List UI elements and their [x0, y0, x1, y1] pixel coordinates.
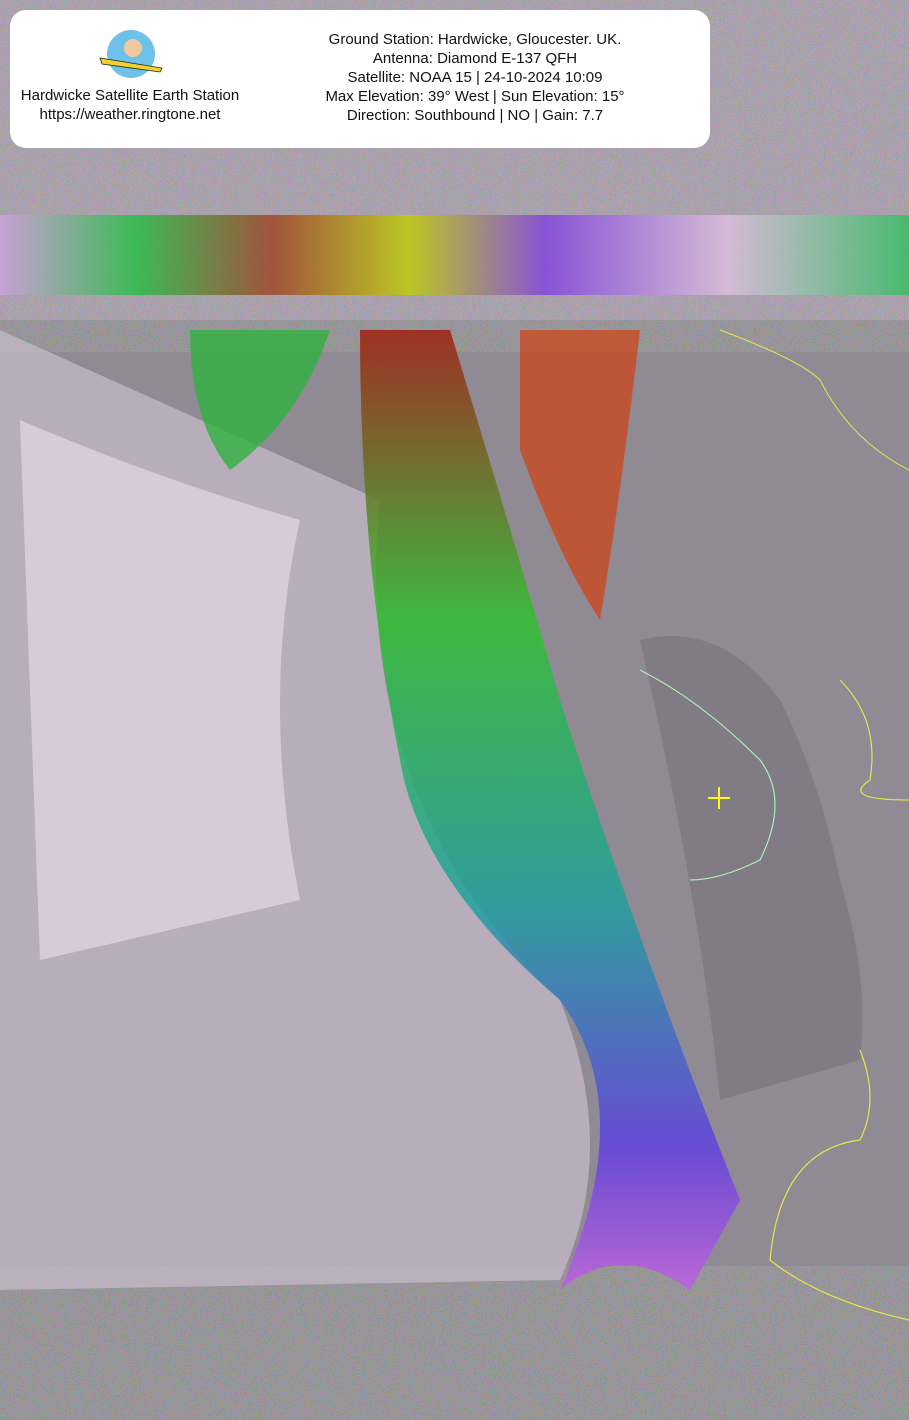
pass-details: Ground Station: Hardwicke, Gloucester. U…: [300, 30, 650, 125]
plane-pilot-logo: [99, 30, 163, 78]
noise-band-bottom: [0, 1280, 909, 1420]
antenna-line: Antenna: Diamond E-137 QFH: [372, 50, 578, 67]
colour-band: [0, 215, 909, 295]
country-border: [769, 679, 909, 1321]
station-title: Hardwicke Satellite Earth Station https:…: [10, 86, 250, 124]
station-url[interactable]: https://weather.ringtone.net: [39, 106, 221, 123]
land-mass: [640, 636, 863, 1100]
storm-cell: [520, 330, 640, 620]
storm-cell: [190, 330, 330, 470]
satellite-line: Satellite: NOAA 15 | 24-10-2024 10:09: [347, 69, 603, 86]
coastline: [639, 669, 776, 881]
ground-station-crosshair-icon: [708, 787, 730, 809]
cold-front-cloud-band: [360, 330, 740, 1290]
station-info-panel: Hardwicke Satellite Earth Station https:…: [10, 10, 710, 148]
cloud-bright: [20, 420, 300, 960]
country-border: [719, 329, 909, 471]
elevation-line: Max Elevation: 39° West | Sun Elevation:…: [325, 88, 625, 105]
direction-line: Direction: Southbound | NO | Gain: 7.7: [346, 107, 604, 124]
station-name: Hardwicke Satellite Earth Station: [20, 87, 240, 104]
ground-station-line: Ground Station: Hardwicke, Gloucester. U…: [328, 31, 622, 48]
